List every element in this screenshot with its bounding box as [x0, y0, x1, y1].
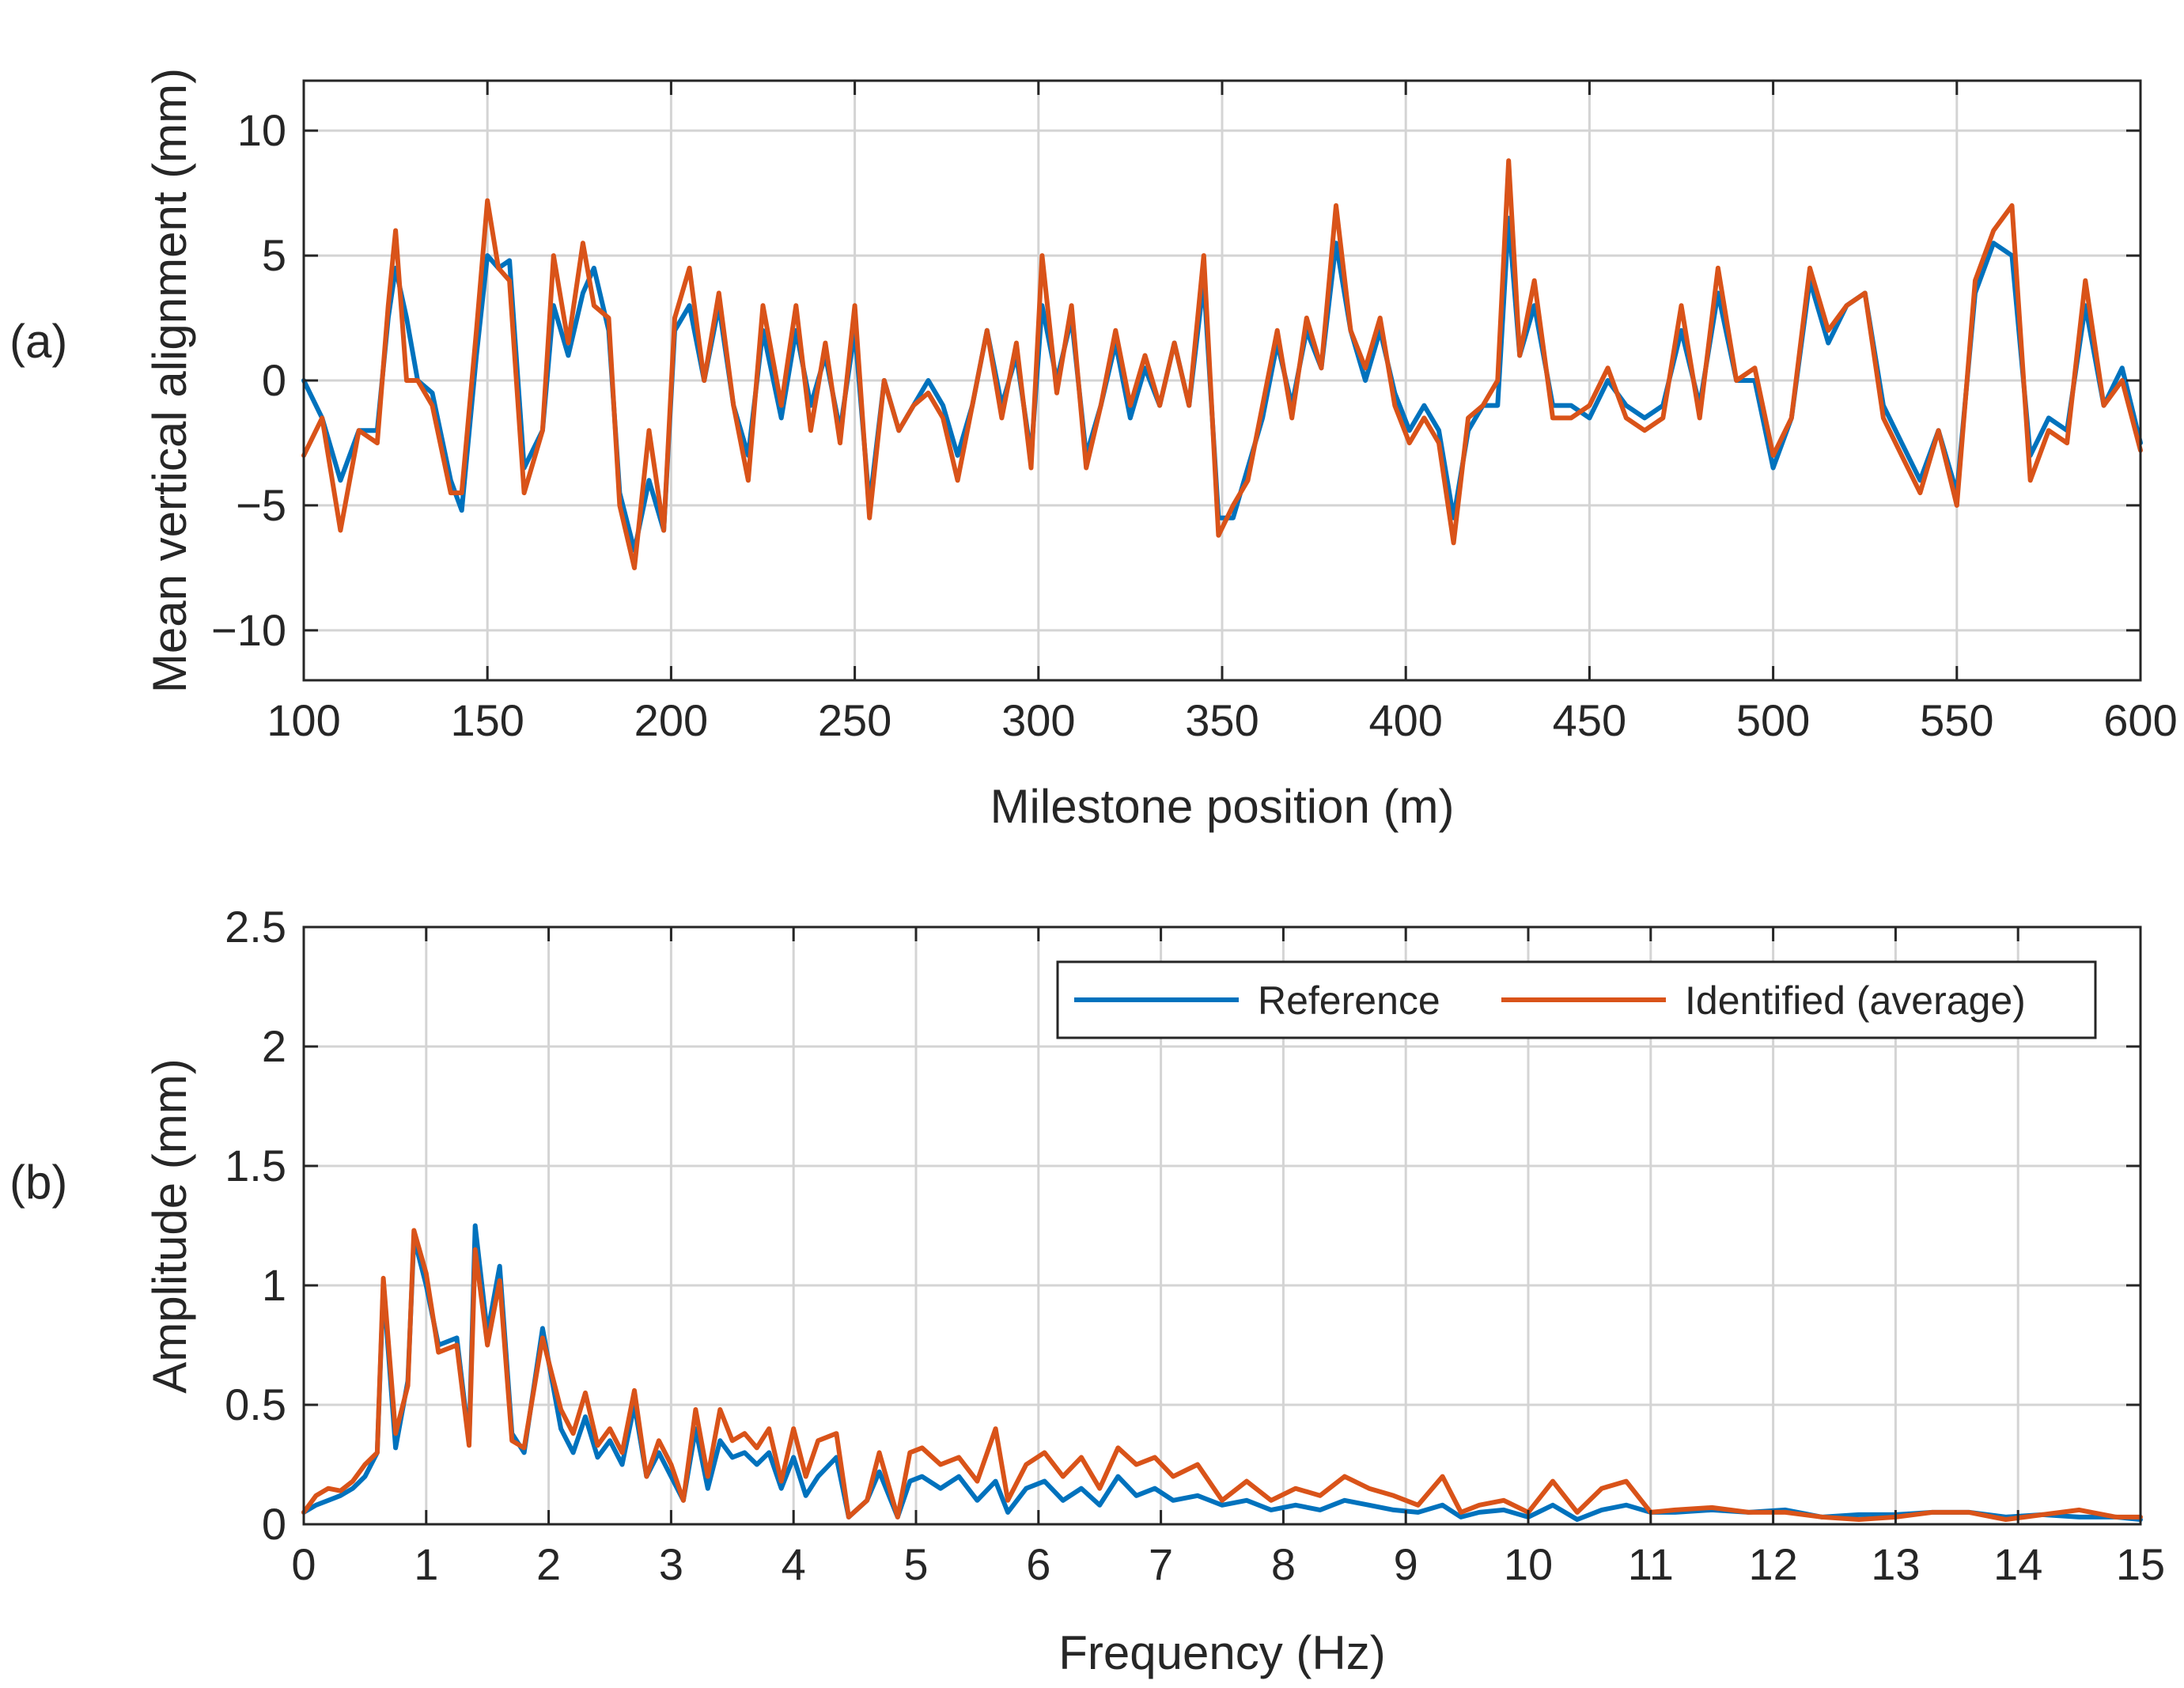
panel-a: (a) 100 150 200 250 300 350 400 450 500 550 600−10…	[9, 68, 2178, 833]
panel-b-x-tick-label: 2	[536, 1539, 561, 1589]
panel-b-y-tick-label: 1.5	[225, 1141, 286, 1190]
panel-b-x-tick-label: 5	[903, 1539, 928, 1589]
panel-a-x-axis-label: Milestone position (m)	[990, 780, 1455, 833]
panel-b-x-tick-label: 8	[1271, 1539, 1296, 1589]
panel-b-x-tick-label: 11	[1628, 1539, 1674, 1589]
panel-a-x-tick-label: 100	[267, 695, 340, 745]
panel-b-y-tick-label: 2.5	[225, 902, 286, 952]
panel-a-x-tick-label: 300	[1001, 695, 1075, 745]
legend: Reference Identified (average)	[1056, 960, 2097, 1039]
panel-b-y-tick-label: 1	[262, 1260, 286, 1310]
panel-b-x-axis-label: Frequency (Hz)	[1058, 1626, 1385, 1679]
panel-a-x-tick-label: 150	[450, 695, 524, 745]
panel-a-y-tick-label: 0	[262, 355, 286, 405]
panel-b-x-tick-label: 9	[1394, 1539, 1418, 1589]
panel-a-x-tick-label: 550	[1920, 695, 1993, 745]
panel-a-y-tick-label: 5	[262, 230, 286, 280]
panel-a-series	[301, 158, 2143, 570]
panel-b-x-tick-label: 7	[1149, 1539, 1173, 1589]
panel-b-x-tick-label: 14	[1993, 1539, 2042, 1589]
legend-reference-label: Reference	[1258, 978, 1440, 1023]
panel-b-x-tick-label: 12	[1748, 1539, 1797, 1589]
panel-a-x-tick-label: 450	[1553, 695, 1626, 745]
panel-a-x-tick-label: 200	[634, 695, 708, 745]
panel-b-y-tick-label: 2	[262, 1021, 286, 1071]
panel-b-series	[301, 1223, 2143, 1522]
panel-b-frame	[302, 925, 2142, 1526]
panel-a-ticks: 100 150 200 250 300 350 400 450 500 550 600 −10 −5 0 5…	[211, 81, 2178, 745]
panel-b-x-tick-label: 13	[1871, 1539, 1920, 1589]
panel-b-series-identified-line	[301, 1228, 2143, 1522]
panel-a-y-tick-label: 10	[237, 105, 286, 155]
panel-b-x-tick-label: 4	[782, 1539, 806, 1589]
panel-b-x-tick-label: 3	[659, 1539, 683, 1589]
panel-b-y-tick-label: 0.5	[225, 1380, 286, 1429]
panel-b-x-tick-label: 6	[1026, 1539, 1050, 1589]
panel-a-y-axis-label: Mean vertical alignment (mm)	[143, 68, 196, 693]
panel-a-x-tick-label: 250	[818, 695, 891, 745]
panel-a-x-tick-label: 400	[1368, 695, 1442, 745]
panel-b-x-tick-label: 10	[1504, 1539, 1553, 1589]
panel-a-x-tick-label: 500	[1736, 695, 1810, 745]
panel-b-x-tick-label: 15	[2116, 1539, 2165, 1589]
panel-b-label: (b)	[9, 1156, 67, 1209]
panel-a-series-identified-line	[301, 158, 2143, 570]
panel-a-y-tick-label: −10	[211, 605, 286, 655]
panel-b-x-tick-label: 1	[414, 1539, 438, 1589]
legend-identified-label: Identified (average)	[1685, 978, 2026, 1023]
panel-a-x-tick-label: 350	[1185, 695, 1259, 745]
panel-a-x-tick-label: 600	[2103, 695, 2177, 745]
panel-a-y-tick-label: −5	[236, 480, 286, 530]
panel-b-y-axis-label: Amplitude (mm)	[143, 1058, 196, 1393]
panel-b-y-tick-label: 0	[262, 1499, 286, 1549]
panel-b-x-tick-label: 0	[291, 1539, 316, 1589]
panel-a-label: (a)	[9, 315, 67, 368]
